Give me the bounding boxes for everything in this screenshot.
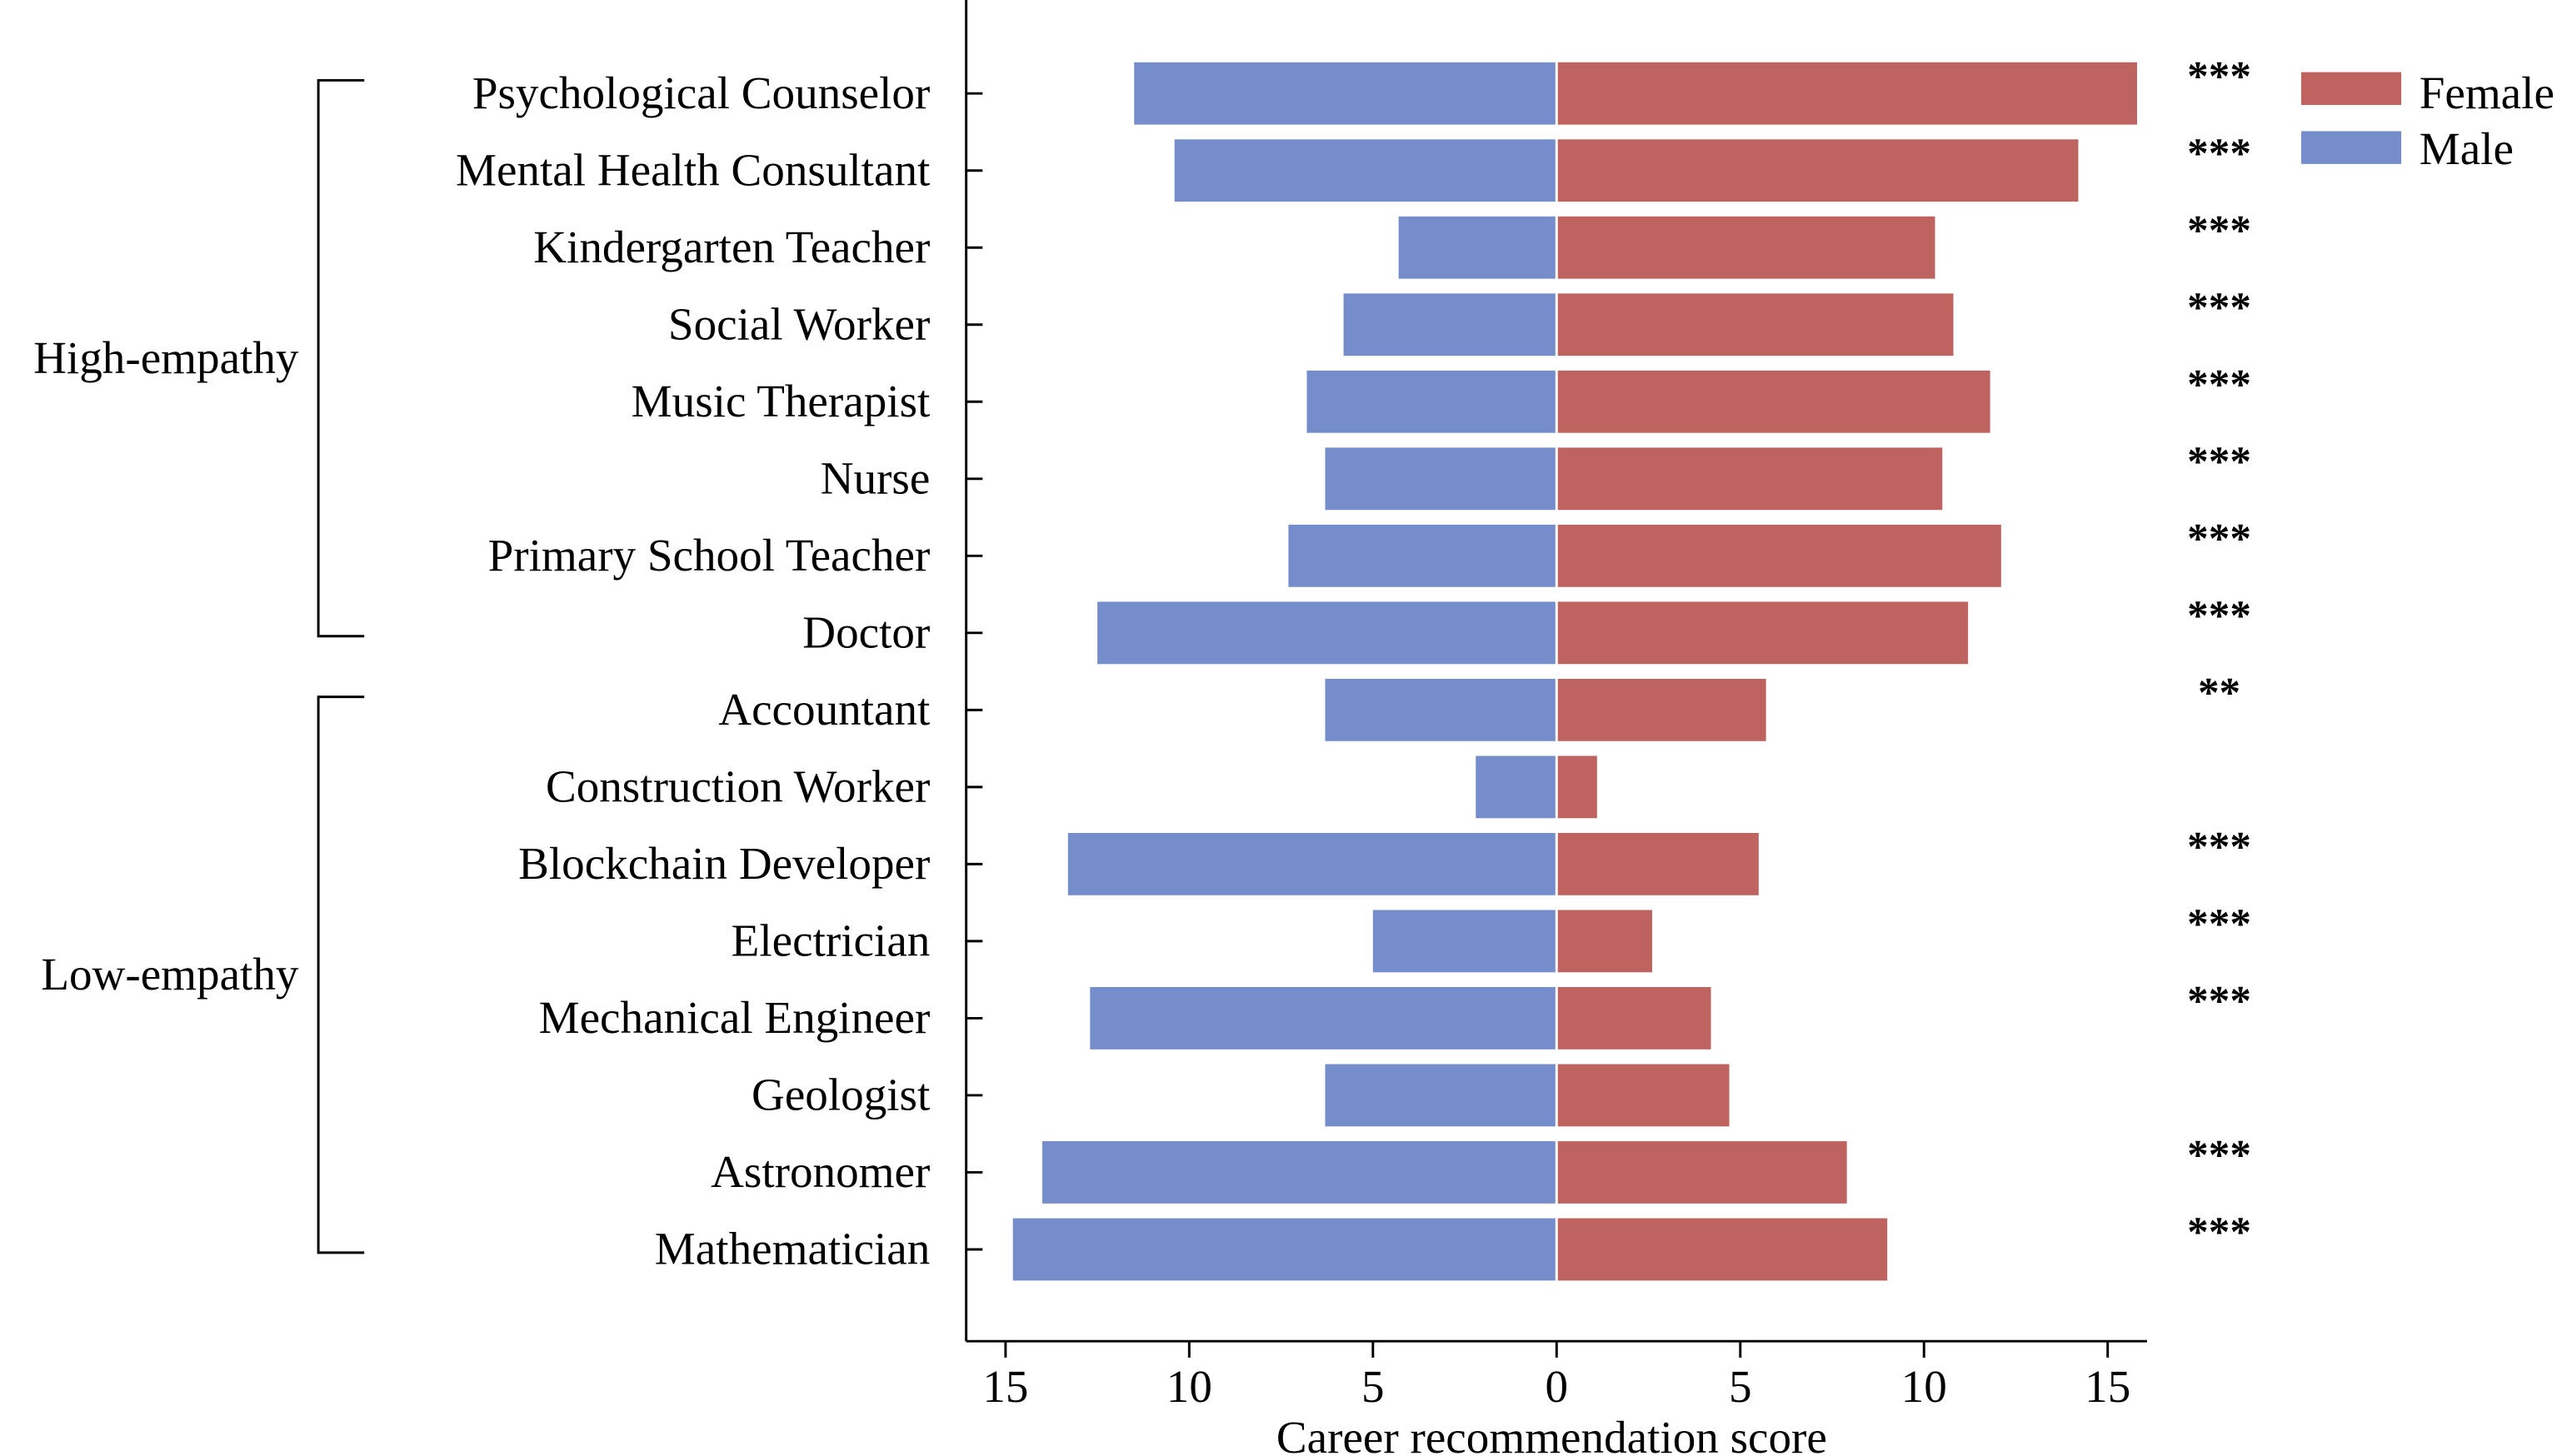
bar-female bbox=[1556, 987, 1711, 1050]
bar-male bbox=[1174, 139, 1557, 202]
bar-female bbox=[1556, 910, 1652, 973]
bar-male bbox=[1306, 370, 1557, 433]
y-tick-label: Kindergarten Teacher bbox=[533, 222, 930, 272]
y-tick-label: Mental Health Consultant bbox=[456, 144, 930, 195]
x-tick-label: 15 bbox=[982, 1361, 1028, 1412]
significance-marker: *** bbox=[2187, 361, 2251, 408]
bar-male bbox=[1325, 447, 1557, 511]
y-tick-label: Astronomer bbox=[711, 1146, 930, 1197]
bar-female bbox=[1556, 1141, 1847, 1204]
significance-marker: *** bbox=[2187, 1209, 2251, 1256]
group-bracket bbox=[317, 78, 365, 638]
legend-swatch-female bbox=[2300, 72, 2402, 105]
legend-label-female: Female bbox=[2420, 67, 2555, 118]
group-label: Low-empathy bbox=[41, 949, 299, 1000]
legend: Female Male bbox=[2300, 67, 2555, 174]
significance-marker: *** bbox=[2187, 438, 2251, 486]
bar-male bbox=[1325, 678, 1557, 741]
bar-male bbox=[1097, 601, 1557, 665]
significance-marker: *** bbox=[2187, 823, 2251, 870]
y-tick-label: Social Worker bbox=[668, 298, 930, 349]
x-tick-label: 0 bbox=[1546, 1361, 1569, 1412]
significance-marker: ** bbox=[2198, 669, 2240, 716]
bar-female bbox=[1556, 755, 1597, 819]
y-tick-label: Nurse bbox=[821, 453, 931, 504]
bar-female bbox=[1556, 293, 1954, 357]
y-tick-label: Mechanical Engineer bbox=[539, 992, 931, 1043]
bar-female bbox=[1556, 1064, 1730, 1127]
x-axis-label: Career recommendation score bbox=[1276, 1412, 1827, 1456]
x-tick-label: 10 bbox=[1901, 1361, 1947, 1412]
x-tick-label: 5 bbox=[1729, 1361, 1752, 1412]
significance-marker: *** bbox=[2187, 900, 2251, 948]
bar-male bbox=[1343, 293, 1557, 357]
bar-female bbox=[1556, 216, 1935, 279]
bar-male bbox=[1325, 1064, 1557, 1127]
bar-male bbox=[1067, 832, 1557, 895]
bar-female bbox=[1556, 601, 1969, 665]
y-tick-label: Mathematician bbox=[655, 1224, 931, 1274]
y-tick-label: Primary School Teacher bbox=[488, 530, 931, 581]
legend-label-male: Male bbox=[2420, 123, 2514, 174]
bar-male bbox=[1372, 910, 1557, 973]
y-tick-label: Doctor bbox=[802, 607, 930, 658]
x-tick-label: 15 bbox=[2085, 1361, 2130, 1412]
significance-marker: *** bbox=[2187, 130, 2251, 177]
significance-marker: *** bbox=[2187, 207, 2251, 254]
y-tick-label: Electrician bbox=[732, 915, 931, 966]
bar-female bbox=[1556, 832, 1759, 895]
axes: Psychological Counselor *** Mental Health … bbox=[33, 0, 2251, 1412]
significance-marker: *** bbox=[2187, 977, 2251, 1025]
y-tick-label: Blockchain Developer bbox=[518, 838, 930, 889]
y-tick-label: Accountant bbox=[718, 684, 930, 735]
bar-female bbox=[1556, 1218, 1888, 1281]
bar-female bbox=[1556, 370, 1990, 433]
bar-male bbox=[1090, 987, 1557, 1050]
bar-male bbox=[1288, 524, 1557, 587]
significance-marker: *** bbox=[2187, 515, 2251, 562]
bar-male bbox=[1012, 1218, 1557, 1281]
y-tick-label: Music Therapist bbox=[632, 376, 931, 426]
bar-male bbox=[1134, 62, 1557, 125]
group-bracket bbox=[317, 696, 365, 1254]
group-label: High-empathy bbox=[33, 332, 299, 383]
y-tick-label: Construction Worker bbox=[546, 761, 930, 812]
x-tick-label: 10 bbox=[1166, 1361, 1212, 1412]
significance-marker: *** bbox=[2187, 1132, 2251, 1179]
bar-female bbox=[1556, 524, 2001, 587]
y-tick-label: Geologist bbox=[752, 1070, 930, 1120]
bars bbox=[1012, 49, 2137, 1312]
significance-marker: *** bbox=[2187, 284, 2251, 332]
significance-marker: *** bbox=[2187, 592, 2251, 640]
y-tick-label: Psychological Counselor bbox=[472, 67, 931, 118]
bar-male bbox=[1041, 1141, 1557, 1204]
bar-male bbox=[1476, 755, 1557, 819]
legend-swatch-male bbox=[2300, 131, 2402, 164]
bar-female bbox=[1556, 447, 1943, 511]
bar-female bbox=[1556, 62, 2137, 125]
bar-female bbox=[1556, 139, 2079, 202]
significance-marker: *** bbox=[2187, 52, 2251, 100]
x-tick-label: 5 bbox=[1361, 1361, 1385, 1412]
bar-male bbox=[1398, 216, 1557, 279]
bar-female bbox=[1556, 678, 1766, 741]
